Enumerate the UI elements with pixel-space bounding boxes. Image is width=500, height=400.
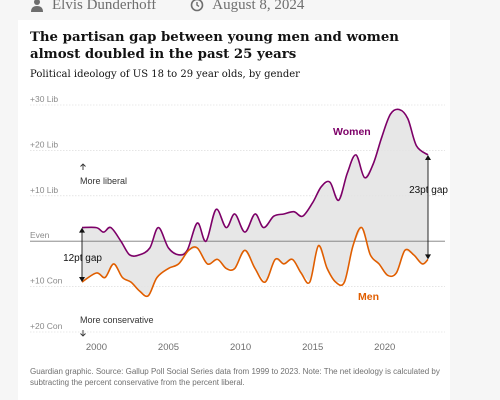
byline: Elvis Dunderhoff August 8, 2024 [30, 0, 304, 15]
x-tick-label: 2000 [86, 342, 107, 353]
publish-date: August 8, 2024 [212, 0, 305, 13]
y-axis-ticks: +30 Lib +20 Lib +10 Lib Even +10 Con +20 Con [30, 94, 63, 331]
page-margin [450, 0, 500, 400]
gap-start-marker: 12pt gap [63, 227, 102, 283]
x-tick-label: 2020 [374, 342, 395, 353]
y-tick-label: +20 Lib [30, 139, 58, 149]
chart-title: The partisan gap between young men and w… [30, 30, 399, 62]
y-tick-label: +30 Lib [30, 94, 58, 104]
arrow-up-icon [425, 154, 431, 160]
author-name[interactable]: Elvis Dunderhoff [52, 0, 157, 13]
up-arrow-icon [80, 163, 86, 170]
y-tick-label: +10 Con [30, 276, 63, 286]
women-series-label: Women [333, 126, 371, 138]
arrow-down-icon [425, 254, 431, 260]
grid-layer [30, 104, 445, 333]
y-tick-label: Even [30, 230, 50, 240]
men-line [81, 226, 429, 298]
gap-end-marker: 23pt gap [409, 154, 448, 260]
chart-footnote: Guardian graphic. Source: Gallup Poll So… [30, 367, 440, 387]
more-conservative-annotation: More conservative [80, 315, 154, 337]
person-icon [31, 0, 43, 12]
x-tick-label: 2010 [230, 342, 251, 353]
y-tick-label: +10 Lib [30, 185, 58, 195]
clock-icon [190, 0, 204, 12]
more-liberal-annotation: More liberal [80, 163, 127, 186]
women-line [81, 108, 429, 257]
gap-start-label: 12pt gap [63, 253, 102, 264]
arrow-down-icon [79, 277, 85, 283]
chart-card: The partisan gap between young men and w… [18, 20, 450, 400]
y-tick-label: +20 Con [30, 321, 63, 331]
men-series-label: Men [358, 291, 379, 303]
arrow-up-icon [79, 227, 85, 233]
more-conservative-label: More conservative [80, 315, 154, 325]
more-liberal-label: More liberal [80, 176, 127, 186]
down-arrow-icon [80, 330, 86, 337]
x-axis-ticks: 2000 2005 2010 2015 2020 [86, 342, 395, 353]
chart-subtitle: Political ideology of US 18 to 29 year o… [30, 69, 300, 80]
x-tick-label: 2015 [302, 342, 323, 353]
gap-end-label: 23pt gap [409, 185, 448, 196]
x-tick-label: 2005 [158, 342, 179, 353]
